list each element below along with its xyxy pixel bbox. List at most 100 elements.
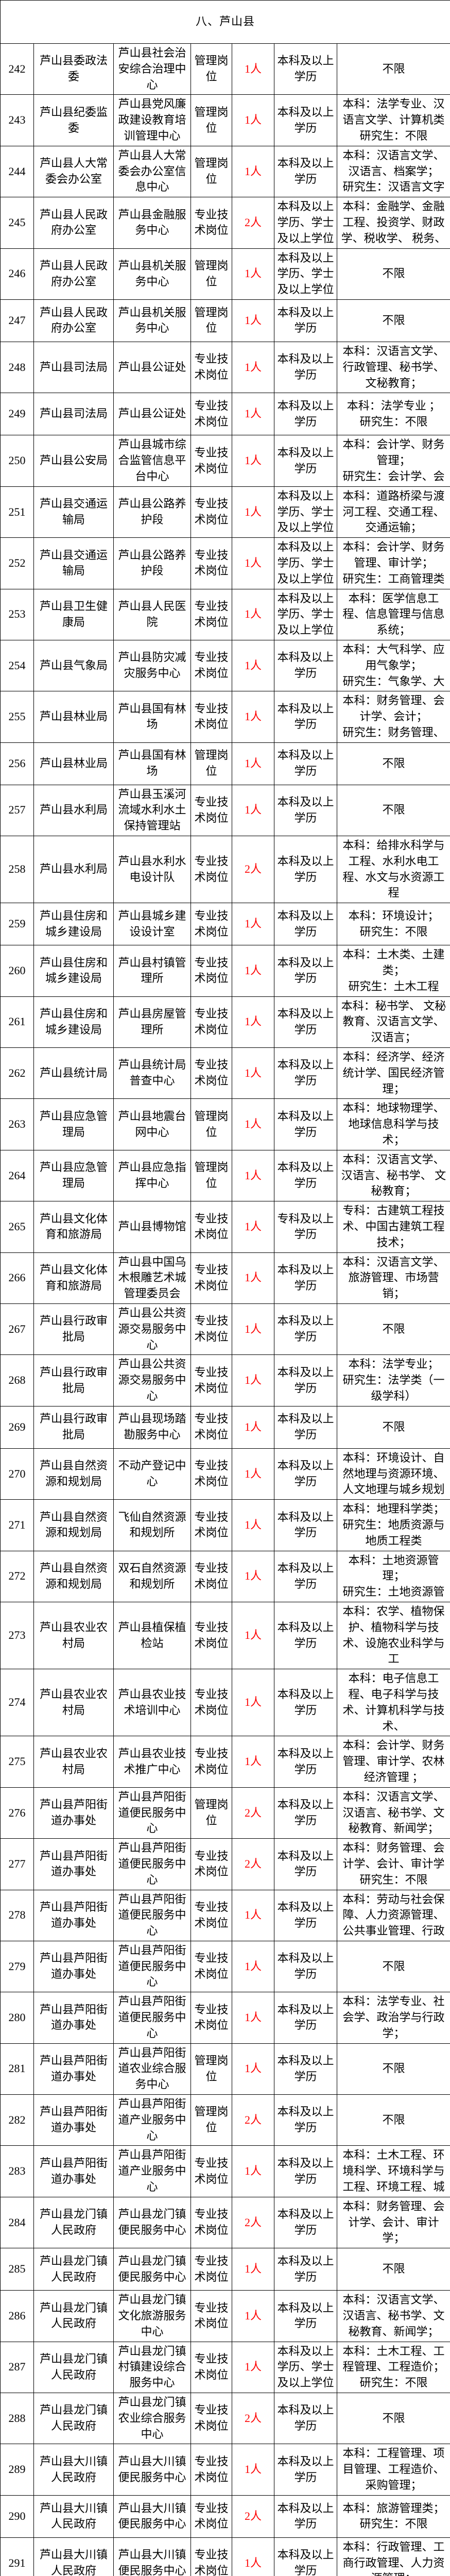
row-number-cell: 288 xyxy=(0,2393,34,2445)
major-requirement-cell: 专科：古建筑工程技术、中国古建筑工程技术； xyxy=(336,1201,450,1253)
major-requirement-cell: 本科：行政管理、工商行政管理、人力资源管理； xyxy=(336,2537,450,2576)
major-requirement-cell: 本科：土木工程、工程管理、工程造价； 研究生：不限 xyxy=(336,2341,450,2394)
headcount-cell: 1人 xyxy=(232,145,274,198)
headcount-cell: 1人 xyxy=(232,639,274,692)
position-row: 254 芦山县气象局 芦山县防灾减灾服务中心 专业技术岗位 1人 本科及以上学历… xyxy=(0,639,450,692)
competent-unit-cell: 芦山县应急管理局 xyxy=(33,1098,114,1150)
recruiting-unit-cell: 双石自然资源和规划所 xyxy=(113,1550,191,1602)
post-type-cell: 专业技术岗位 xyxy=(191,2537,232,2576)
major-requirement-cell: 本科：工程管理、项目管理、工程造价、采购管理； xyxy=(336,2444,450,2496)
position-row: 244 芦山县人大常委会办公室 芦山县人大常委会办公室信息中心 管理岗位 1人 … xyxy=(0,145,450,198)
recruiting-unit-cell: 芦山县社会治安综合治理中心 xyxy=(113,43,191,95)
major-requirement-cell: 本科：汉语言文学、汉语言、秘书学、文秘教育、新闻学； xyxy=(336,2290,450,2342)
headcount-cell: 1人 xyxy=(232,486,274,538)
position-row: 291 芦山县大川镇人民政府 芦山县大川镇便民服务中心 专业技术岗位 1人 本科… xyxy=(0,2537,450,2576)
row-number-cell: 283 xyxy=(0,2145,34,2197)
competent-unit-cell: 芦山县农业农村局 xyxy=(33,1601,114,1670)
competent-unit-cell: 芦山县人民政府办公室 xyxy=(33,197,114,249)
education-cell: 本科及以上学历 xyxy=(274,903,337,946)
competent-unit-cell: 芦山县公安局 xyxy=(33,435,114,487)
education-cell: 本科及以上学历 xyxy=(274,2248,337,2291)
education-cell: 本科及以上学历 xyxy=(274,2145,337,2197)
recruiting-unit-cell: 芦山县博物馆 xyxy=(113,1201,191,1253)
education-cell: 本科及以上学历、学士及以上学位 xyxy=(274,537,337,589)
headcount-cell: 1人 xyxy=(232,1047,274,1099)
post-type-cell: 专业技术岗位 xyxy=(191,1889,232,1941)
post-type-cell: 专业技术岗位 xyxy=(191,2495,232,2538)
major-requirement-cell: 本科：法学专业； 研究生：法学类（一级学科） xyxy=(336,1354,450,1406)
position-row: 282 芦山县芦阳街道办事处 芦山县芦阳街道产业服务中心 管理岗位 2人 本科及… xyxy=(0,2094,450,2146)
education-cell: 本科及以上学历 xyxy=(274,1405,337,1449)
headcount-cell: 1人 xyxy=(232,1354,274,1406)
headcount-cell: 1人 xyxy=(232,945,274,997)
post-type-cell: 专业技术岗位 xyxy=(191,1354,232,1406)
post-type-cell: 专业技术岗位 xyxy=(191,197,232,249)
major-requirement-cell: 不限 xyxy=(336,742,450,785)
major-requirement-cell: 本科：金融学、金融工程、投资学、财政学、税收学、 税务、 xyxy=(336,197,450,249)
major-requirement-cell: 本科：汉语言文学、汉语言、档案学； 研究生：汉语言文字 xyxy=(336,145,450,198)
row-number-cell: 254 xyxy=(0,639,34,692)
post-type-cell: 专业技术岗位 xyxy=(191,1736,232,1788)
row-number-cell: 279 xyxy=(0,1940,34,1993)
headcount-cell: 1人 xyxy=(232,1252,274,1304)
education-cell: 本科及以上学历 xyxy=(274,1499,337,1551)
position-row: 274 芦山县农业农村局 芦山县农业技术培训中心 专业技术岗位 1人 本科及以上… xyxy=(0,1669,450,1737)
position-row: 272 芦山县自然资源和规划局 双石自然资源和规划所 专业技术岗位 1人 本科及… xyxy=(0,1550,450,1602)
recruiting-unit-cell: 芦山县人大常委会办公室信息中心 xyxy=(113,145,191,198)
recruiting-unit-cell: 芦山县龙门镇农业综合服务中心 xyxy=(113,2393,191,2445)
major-requirement-cell: 本科：给排水科学与工程、水利水电工程、水文与水资源工程 xyxy=(336,836,450,904)
headcount-cell: 2人 xyxy=(232,1787,274,1839)
education-cell: 本科及以上学历 xyxy=(274,2043,337,2095)
major-requirement-cell: 本科：道路桥梁与渡河工程、交通工程、交通运输； xyxy=(336,486,450,538)
competent-unit-cell: 芦山县人大常委会办公室 xyxy=(33,145,114,198)
position-row: 281 芦山县芦阳街道办事处 芦山县芦阳街道农业综合服务中心 管理岗位 1人 本… xyxy=(0,2043,450,2095)
row-number-cell: 262 xyxy=(0,1047,34,1099)
education-cell: 本科及以上学历 xyxy=(274,1252,337,1304)
post-type-cell: 专业技术岗位 xyxy=(191,1992,232,2044)
recruiting-unit-cell: 芦山县龙门镇村镇建设综合服务中心 xyxy=(113,2341,191,2394)
position-row: 289 芦山县大川镇人民政府 芦山县大川镇便民服务中心 专业技术岗位 1人 本科… xyxy=(0,2444,450,2496)
position-row: 246 芦山县人民政府办公室 芦山县机关服务中心 管理岗位 1人 本科及以上学历… xyxy=(0,248,450,300)
row-number-cell: 242 xyxy=(0,43,34,95)
education-cell: 本科及以上学历 xyxy=(274,1550,337,1602)
competent-unit-cell: 芦山县司法局 xyxy=(33,341,114,394)
major-requirement-cell: 本科：秘书学、 文秘教育、汉语言文学、汉语言； xyxy=(336,996,450,1048)
row-number-cell: 281 xyxy=(0,2043,34,2095)
position-row: 288 芦山县龙门镇人民政府 芦山县龙门镇农业综合服务中心 专业技术岗位 2人 … xyxy=(0,2393,450,2445)
recruiting-unit-cell: 芦山县城市综合监管信息平台中心 xyxy=(113,435,191,487)
headcount-cell: 1人 xyxy=(232,1448,274,1500)
post-type-cell: 专业技术岗位 xyxy=(191,2248,232,2291)
row-number-cell: 272 xyxy=(0,1550,34,1602)
post-type-cell: 管理岗位 xyxy=(191,2043,232,2095)
major-requirement-cell: 本科：环境设计、自然地理与资源环境、人文地理与城乡规划 xyxy=(336,1448,450,1500)
major-requirement-cell: 本科：财务管理、会计学、会计、审计学 研究生：不限 xyxy=(336,1838,450,1890)
competent-unit-cell: 芦山县住房和城乡建设局 xyxy=(33,903,114,946)
competent-unit-cell: 芦山县纪委监委 xyxy=(33,94,114,146)
headcount-cell: 1人 xyxy=(232,1405,274,1449)
competent-unit-cell: 芦山县行政审批局 xyxy=(33,1354,114,1406)
competent-unit-cell: 芦山县农业农村局 xyxy=(33,1669,114,1737)
row-number-cell: 284 xyxy=(0,2196,34,2249)
recruiting-unit-cell: 芦山县芦阳街道便民服务中心 xyxy=(113,1787,191,1839)
education-cell: 本科及以上学历 xyxy=(274,1601,337,1670)
major-requirement-cell: 不限 xyxy=(336,2393,450,2445)
competent-unit-cell: 芦山县龙门镇人民政府 xyxy=(33,2196,114,2249)
competent-unit-cell: 芦山县应急管理局 xyxy=(33,1149,114,1202)
recruiting-unit-cell: 芦山县芦阳街道农业综合服务中心 xyxy=(113,2043,191,2095)
major-requirement-cell: 不限 xyxy=(336,43,450,95)
competent-unit-cell: 芦山县交通运输局 xyxy=(33,486,114,538)
headcount-cell: 1人 xyxy=(232,2444,274,2496)
education-cell: 专科及以上学历 xyxy=(274,1201,337,1253)
competent-unit-cell: 芦山县龙门镇人民政府 xyxy=(33,2290,114,2342)
row-number-cell: 289 xyxy=(0,2444,34,2496)
post-type-cell: 管理岗位 xyxy=(191,1098,232,1150)
headcount-cell: 1人 xyxy=(232,1940,274,1993)
position-row: 251 芦山县交通运输局 芦山县公路养护段 专业技术岗位 1人 本科及以上学历、… xyxy=(0,486,450,538)
education-cell: 本科及以上学历 xyxy=(274,2495,337,2538)
headcount-cell: 1人 xyxy=(232,1149,274,1202)
recruiting-unit-cell: 不动产登记中心 xyxy=(113,1448,191,1500)
major-requirement-cell: 本科：汉语言文学、旅游管理、市场营销； xyxy=(336,1252,450,1304)
post-type-cell: 专业技术岗位 xyxy=(191,2393,232,2445)
education-cell: 本科及以上学历 xyxy=(274,836,337,904)
